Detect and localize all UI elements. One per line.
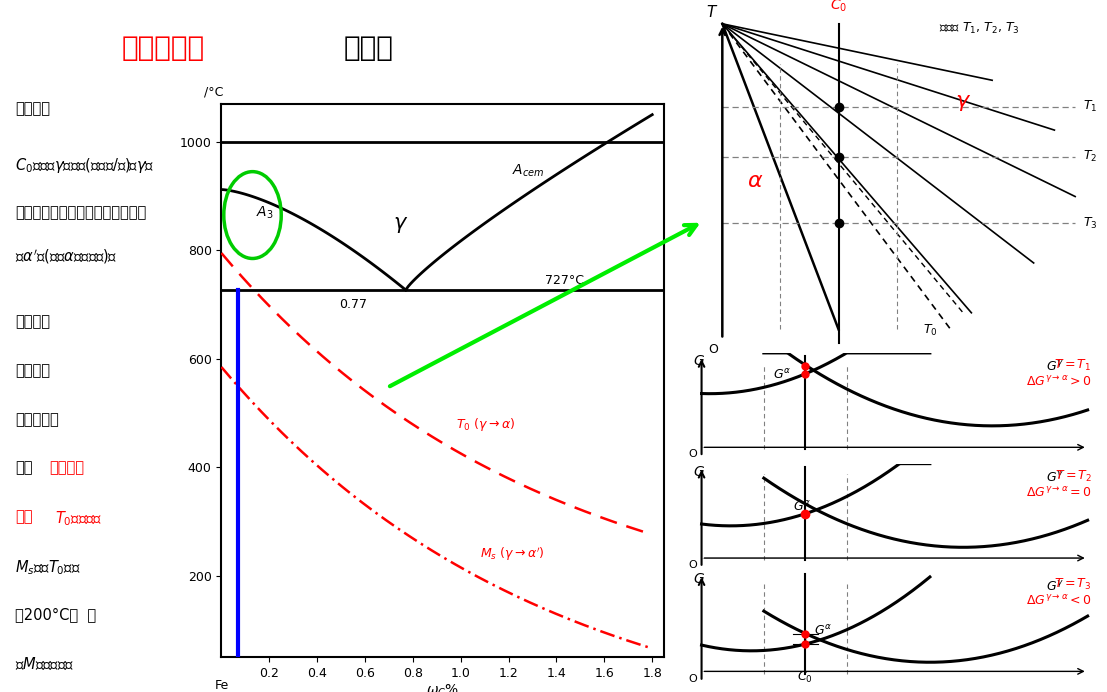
- Text: O: O: [708, 343, 718, 356]
- Text: Fe: Fe: [215, 679, 228, 692]
- Text: $G^\alpha$: $G^\alpha$: [773, 368, 790, 382]
- Text: $G^\gamma$: $G^\gamma$: [1046, 471, 1064, 485]
- Text: 变特点：: 变特点：: [15, 314, 50, 329]
- Text: 的$\alpha'$相(碳在$\alpha$中过饱和)。: 的$\alpha'$相(碳在$\alpha$中过饱和)。: [15, 248, 117, 266]
- Text: $T_0$线重要。: $T_0$线重要。: [55, 509, 103, 528]
- Text: 原子来不及扩散，从而直接变为低: 原子来不及扩散，从而直接变为低: [15, 205, 146, 220]
- Text: $C_0$: $C_0$: [830, 0, 847, 14]
- Text: $M_s$线在$T_0$线下: $M_s$线在$T_0$线下: [15, 558, 81, 576]
- Text: $M_s$ ($\gamma\rightarrow\alpha'$): $M_s$ ($\gamma\rightarrow\alpha'$): [480, 545, 545, 563]
- Text: $T$: $T$: [706, 4, 718, 21]
- Text: $G^\gamma$: $G^\gamma$: [1046, 580, 1064, 594]
- Text: $T_3$: $T_3$: [1084, 215, 1098, 230]
- Text: $T=T_2$: $T=T_2$: [1055, 469, 1092, 484]
- Text: 无扩散；: 无扩散；: [15, 363, 50, 378]
- Text: $\gamma$: $\gamma$: [955, 93, 971, 113]
- Text: O: O: [689, 449, 697, 459]
- Text: $T_0$: $T_0$: [922, 322, 938, 338]
- Text: /°C: /°C: [204, 85, 224, 98]
- Text: $T=T_3$: $T=T_3$: [1054, 576, 1092, 592]
- Text: $G$: $G$: [693, 572, 705, 586]
- Text: $T_0$ ($\gamma\rightarrow\alpha$): $T_0$ ($\gamma\rightarrow\alpha$): [456, 417, 515, 433]
- Text: $\gamma$: $\gamma$: [393, 215, 408, 235]
- Text: $\Delta G^{\gamma\rightarrow\alpha}>0$: $\Delta G^{\gamma\rightarrow\alpha}>0$: [1026, 374, 1092, 389]
- Text: 整体切变；: 整体切变；: [15, 412, 59, 427]
- Text: $G^\alpha$: $G^\alpha$: [814, 624, 832, 638]
- Text: $G^\alpha$: $G^\alpha$: [794, 500, 811, 514]
- Text: $G^\gamma$: $G^\gamma$: [1046, 361, 1064, 374]
- Text: $C_0$合金从$\gamma$区快冷(几百度/秒)，$\gamma$中: $C_0$合金从$\gamma$区快冷(几百度/秒)，$\gamma$中: [15, 156, 155, 175]
- Text: 约200°C，  代: 约200°C， 代: [15, 607, 96, 621]
- Text: 变过程：: 变过程：: [15, 101, 50, 116]
- Text: 所有: 所有: [15, 461, 33, 475]
- Text: O: O: [689, 674, 697, 684]
- Text: $\Delta G^{\gamma\rightarrow\alpha}<0$: $\Delta G^{\gamma\rightarrow\alpha}<0$: [1026, 594, 1092, 608]
- Text: 0.77: 0.77: [339, 298, 368, 311]
- X-axis label: $\omega_C$%: $\omega_C$%: [426, 683, 459, 692]
- Text: 热力学: 热力学: [343, 35, 393, 62]
- Text: 表$M$开始形成。: 表$M$开始形成。: [15, 655, 74, 672]
- Text: $A_{cem}$: $A_{cem}$: [511, 163, 544, 179]
- Text: $\alpha$: $\alpha$: [747, 170, 764, 190]
- Text: $G$: $G$: [693, 354, 705, 368]
- Text: 马氏体相变: 马氏体相变: [122, 35, 205, 62]
- Text: $C_0$: $C_0$: [797, 670, 814, 685]
- Text: $T=T_1$: $T=T_1$: [1055, 358, 1092, 374]
- Text: 平衡线失: 平衡线失: [49, 461, 84, 475]
- Text: $T_2$: $T_2$: [1084, 149, 1098, 164]
- Text: 727°C: 727°C: [545, 274, 583, 287]
- Text: 效，: 效，: [15, 509, 33, 525]
- Text: O: O: [689, 560, 697, 570]
- Text: $T_1$: $T_1$: [1084, 99, 1098, 114]
- Text: $\Delta G^{\gamma\rightarrow\alpha}=0$: $\Delta G^{\gamma\rightarrow\alpha}=0$: [1026, 485, 1092, 500]
- Text: 过冷至 $T_1$, $T_2$, $T_3$: 过冷至 $T_1$, $T_2$, $T_3$: [940, 21, 1020, 35]
- Text: $G$: $G$: [693, 465, 705, 479]
- Text: $A_3$: $A_3$: [256, 205, 273, 221]
